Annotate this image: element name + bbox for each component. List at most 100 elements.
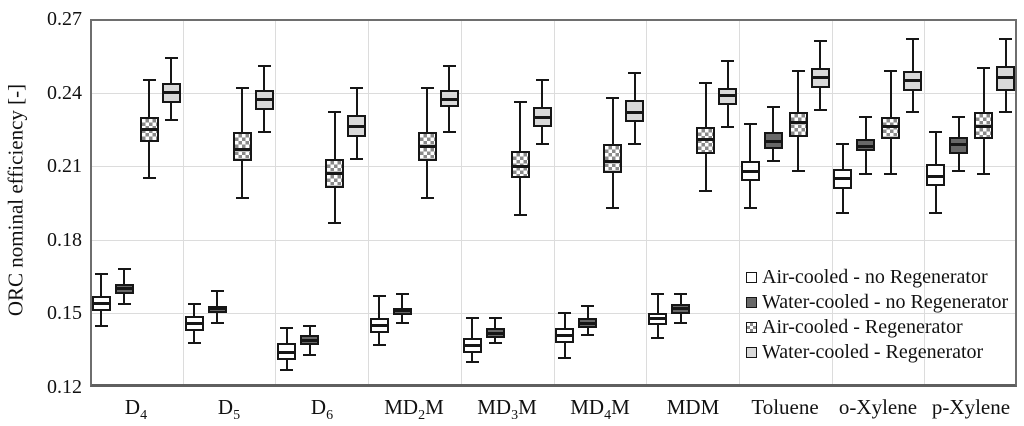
whisker-cap-bottom-toluene-air-cooled-regenerator	[792, 170, 805, 172]
median-mdm-water-cooled-regenerator	[718, 94, 737, 97]
whisker-cap-top-md2m-air-cooled-no-regenerator	[373, 295, 386, 297]
whisker-cap-top-p-xylene-water-cooled-no-regenerator	[952, 116, 965, 118]
whisker-cap-bottom-md4m-air-cooled-no-regenerator	[558, 357, 571, 359]
median-d6-water-cooled-no-regenerator	[300, 339, 319, 342]
median-d6-air-cooled-no-regenerator	[277, 351, 296, 354]
legend-swatch-air-cooled-no-regenerator	[746, 272, 757, 283]
gridline-horizontal	[90, 240, 1017, 241]
y-tick-label: 0.15	[47, 302, 82, 324]
whisker-cap-top-d5-water-cooled-regenerator	[258, 65, 271, 67]
median-mdm-air-cooled-regenerator	[696, 138, 715, 141]
median-p-xylene-water-cooled-no-regenerator	[949, 143, 968, 146]
whisker-cap-top-o-xylene-air-cooled-regenerator	[884, 70, 897, 72]
whisker-cap-bottom-mdm-water-cooled-no-regenerator	[674, 322, 687, 324]
whisker-cap-bottom-toluene-water-cooled-no-regenerator	[767, 160, 780, 162]
whisker-cap-bottom-d5-air-cooled-no-regenerator	[188, 342, 201, 344]
whisker-cap-top-p-xylene-water-cooled-regenerator	[999, 38, 1012, 40]
median-d6-water-cooled-regenerator	[347, 125, 366, 128]
whisker-cap-bottom-p-xylene-air-cooled-no-regenerator	[929, 212, 942, 214]
legend-item-air-cooled-no-regenerator: Air-cooled - no Regenerator	[746, 265, 1008, 290]
whisker-cap-bottom-d5-water-cooled-no-regenerator	[211, 322, 224, 324]
y-tick-label: 0.18	[47, 229, 82, 251]
median-d4-water-cooled-no-regenerator	[115, 287, 134, 290]
whisker-cap-top-d4-water-cooled-no-regenerator	[118, 268, 131, 270]
whisker-cap-top-md3m-air-cooled-no-regenerator	[466, 317, 479, 319]
box-toluene-air-cooled-regenerator	[789, 112, 808, 137]
whisker-cap-top-toluene-air-cooled-regenerator	[792, 70, 805, 72]
y-tick-label: 0.12	[47, 376, 82, 398]
median-d5-water-cooled-regenerator	[255, 98, 274, 101]
median-toluene-air-cooled-no-regenerator	[741, 170, 760, 173]
y-tick-label: 0.21	[47, 155, 82, 177]
whisker-cap-bottom-o-xylene-air-cooled-no-regenerator	[836, 212, 849, 214]
whisker-cap-bottom-o-xylene-air-cooled-regenerator	[884, 173, 897, 175]
median-d4-air-cooled-no-regenerator	[92, 302, 111, 305]
whisker-cap-bottom-d6-air-cooled-regenerator	[328, 222, 341, 224]
legend-swatch-water-cooled-no-regenerator	[746, 297, 757, 308]
whisker-cap-top-p-xylene-air-cooled-no-regenerator	[929, 131, 942, 133]
whisker-cap-top-d4-water-cooled-regenerator	[165, 57, 178, 59]
box-o-xylene-air-cooled-regenerator	[881, 117, 900, 139]
whisker-cap-top-d5-air-cooled-regenerator	[236, 87, 249, 89]
whisker-cap-top-d6-air-cooled-no-regenerator	[280, 327, 293, 329]
box-md4m-air-cooled-regenerator	[603, 144, 622, 173]
gridline-horizontal	[90, 313, 1017, 314]
legend-label: Water-cooled - no Regenerator	[762, 291, 1009, 313]
box-md3m-air-cooled-regenerator	[511, 151, 530, 178]
gridline-vertical	[275, 19, 276, 387]
whisker-cap-bottom-mdm-air-cooled-no-regenerator	[651, 337, 664, 339]
whisker-cap-top-p-xylene-air-cooled-regenerator	[977, 67, 990, 69]
whisker-cap-top-toluene-water-cooled-no-regenerator	[767, 106, 780, 108]
legend-swatch-water-cooled-regenerator	[746, 347, 757, 358]
gridline-vertical	[368, 19, 369, 387]
x-category-label-toluene: Toluene	[751, 395, 819, 419]
median-toluene-water-cooled-regenerator	[811, 76, 830, 79]
median-p-xylene-water-cooled-regenerator	[996, 76, 1015, 79]
whisker-cap-bottom-o-xylene-water-cooled-regenerator	[906, 111, 919, 113]
whisker-cap-bottom-d6-water-cooled-regenerator	[350, 158, 363, 160]
whisker-cap-top-mdm-air-cooled-regenerator	[699, 82, 712, 84]
median-toluene-water-cooled-no-regenerator	[764, 140, 783, 143]
whisker-cap-top-mdm-air-cooled-no-regenerator	[651, 293, 664, 295]
whisker-cap-top-d6-water-cooled-regenerator	[350, 87, 363, 89]
median-o-xylene-air-cooled-no-regenerator	[833, 177, 852, 180]
median-d5-water-cooled-no-regenerator	[208, 307, 227, 310]
x-category-label-d5: D5	[217, 395, 241, 424]
whisker-cap-bottom-md3m-water-cooled-regenerator	[536, 143, 549, 145]
whisker-cap-top-d6-air-cooled-regenerator	[328, 111, 341, 113]
median-md2m-water-cooled-regenerator	[440, 98, 459, 101]
whisker-cap-top-o-xylene-water-cooled-no-regenerator	[859, 116, 872, 118]
whisker-cap-bottom-p-xylene-water-cooled-regenerator	[999, 111, 1012, 113]
whisker-cap-top-d4-air-cooled-no-regenerator	[95, 273, 108, 275]
whisker-cap-bottom-o-xylene-water-cooled-no-regenerator	[859, 173, 872, 175]
whisker-cap-bottom-mdm-water-cooled-regenerator	[721, 126, 734, 128]
x-category-label-md4m: MD4M	[570, 395, 630, 424]
median-md2m-air-cooled-no-regenerator	[370, 324, 389, 327]
x-category-label-p-xylene: p-Xylene	[931, 395, 1011, 419]
whisker-cap-bottom-mdm-air-cooled-regenerator	[699, 190, 712, 192]
gridline-horizontal	[90, 93, 1017, 94]
median-md3m-air-cooled-regenerator	[511, 165, 530, 168]
y-axis-title: ORC nominal efficiency [-]	[3, 83, 28, 317]
whisker-cap-top-d5-water-cooled-no-regenerator	[211, 290, 224, 292]
median-toluene-air-cooled-regenerator	[789, 121, 808, 124]
whisker-cap-top-md2m-air-cooled-regenerator	[421, 87, 434, 89]
median-md4m-water-cooled-regenerator	[625, 111, 644, 114]
whisker-cap-bottom-md3m-water-cooled-no-regenerator	[489, 342, 502, 344]
whisker-cap-bottom-d4-air-cooled-regenerator	[143, 177, 156, 179]
median-md3m-water-cooled-regenerator	[533, 116, 552, 119]
median-o-xylene-water-cooled-regenerator	[903, 79, 922, 82]
whisker-cap-top-md4m-air-cooled-regenerator	[606, 97, 619, 99]
plot-frame	[90, 19, 1017, 387]
median-md4m-water-cooled-no-regenerator	[578, 322, 597, 325]
legend-label: Air-cooled - no Regenerator	[762, 266, 988, 288]
whisker-cap-top-md2m-water-cooled-regenerator	[443, 65, 456, 67]
whisker-cap-bottom-md3m-air-cooled-no-regenerator	[466, 361, 479, 363]
whisker-cap-bottom-d6-water-cooled-no-regenerator	[303, 354, 316, 356]
gridline-vertical	[646, 19, 647, 387]
whisker-cap-bottom-md2m-air-cooled-regenerator	[421, 197, 434, 199]
whisker-cap-top-toluene-air-cooled-no-regenerator	[744, 123, 757, 125]
legend-label: Air-cooled - Regenerator	[762, 316, 963, 338]
gridline-horizontal	[90, 166, 1017, 167]
